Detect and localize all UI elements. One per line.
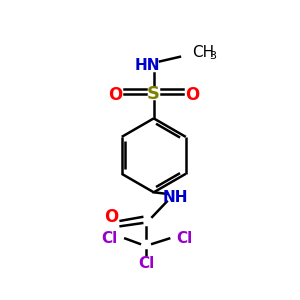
Text: Cl: Cl xyxy=(176,231,193,246)
Text: O: O xyxy=(185,86,200,104)
Text: HN: HN xyxy=(135,58,160,73)
Text: Cl: Cl xyxy=(138,256,154,271)
Text: O: O xyxy=(104,208,118,226)
Text: Cl: Cl xyxy=(102,231,118,246)
Text: NH: NH xyxy=(163,190,188,205)
Text: 3: 3 xyxy=(209,51,216,61)
Text: O: O xyxy=(108,86,122,104)
Text: S: S xyxy=(147,85,160,103)
Text: CH: CH xyxy=(192,45,214,60)
